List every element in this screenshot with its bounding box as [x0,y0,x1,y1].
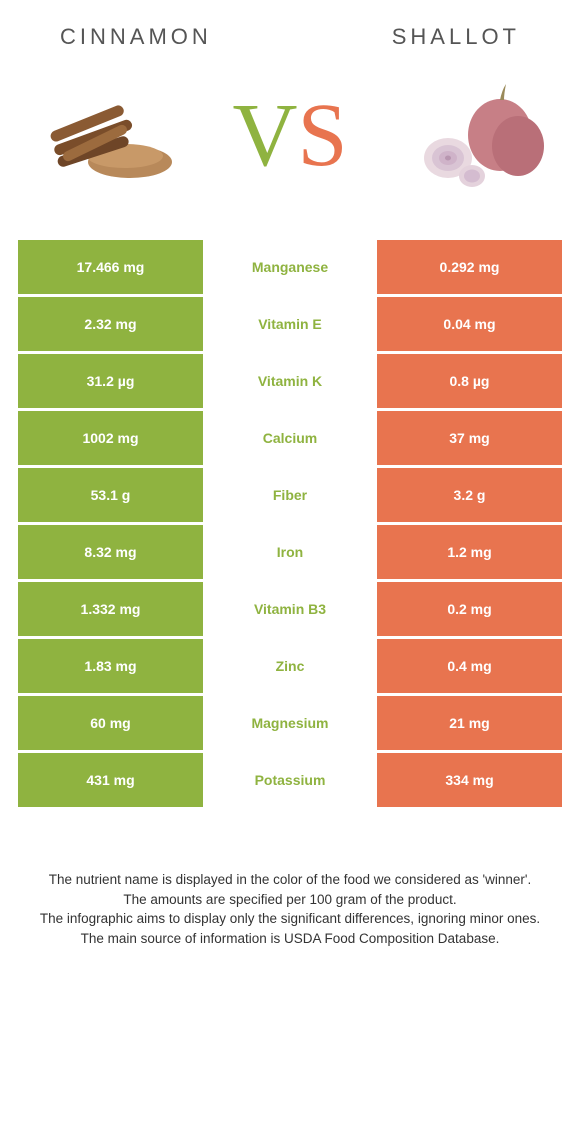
right-value: 0.8 µg [377,354,562,408]
left-value: 1.83 mg [18,639,203,693]
footer-notes: The nutrient name is displayed in the co… [0,810,580,948]
right-value: 0.2 mg [377,582,562,636]
comparison-table: 17.466 mgManganese0.292 mg2.32 mgVitamin… [0,240,580,807]
right-value: 0.292 mg [377,240,562,294]
table-row: 60 mgMagnesium21 mg [18,696,562,750]
nutrient-label: Manganese [203,240,377,294]
right-value: 3.2 g [377,468,562,522]
left-value: 2.32 mg [18,297,203,351]
left-value: 60 mg [18,696,203,750]
table-row: 431 mgPotassium334 mg [18,753,562,807]
nutrient-label: Iron [203,525,377,579]
left-food-title: Cinnamon [60,24,212,50]
table-row: 2.32 mgVitamin E0.04 mg [18,297,562,351]
right-value: 334 mg [377,753,562,807]
nutrient-label: Vitamin B3 [203,582,377,636]
nutrient-label: Fiber [203,468,377,522]
left-value: 8.32 mg [18,525,203,579]
table-row: 1.332 mgVitamin B30.2 mg [18,582,562,636]
table-row: 53.1 gFiber3.2 g [18,468,562,522]
header-titles: Cinnamon Shallot [0,0,580,50]
left-value: 31.2 µg [18,354,203,408]
nutrient-label: Vitamin K [203,354,377,408]
footer-line-2: The amounts are specified per 100 gram o… [20,890,560,910]
right-value: 37 mg [377,411,562,465]
footer-line-1: The nutrient name is displayed in the co… [20,870,560,890]
footer-line-3: The infographic aims to display only the… [20,909,560,929]
right-value: 0.4 mg [377,639,562,693]
table-row: 8.32 mgIron1.2 mg [18,525,562,579]
nutrient-label: Zinc [203,639,377,693]
left-value: 17.466 mg [18,240,203,294]
table-row: 17.466 mgManganese0.292 mg [18,240,562,294]
nutrient-label: Potassium [203,753,377,807]
table-row: 31.2 µgVitamin K0.8 µg [18,354,562,408]
right-value: 1.2 mg [377,525,562,579]
hero-row: VS [0,50,580,240]
left-value: 53.1 g [18,468,203,522]
footer-line-4: The main source of information is USDA F… [20,929,560,949]
vs-label: VS [232,84,347,187]
right-value: 0.04 mg [377,297,562,351]
cinnamon-icon [30,80,180,190]
nutrient-label: Magnesium [203,696,377,750]
vs-s: S [297,84,347,187]
left-value: 1002 mg [18,411,203,465]
table-row: 1.83 mgZinc0.4 mg [18,639,562,693]
right-value: 21 mg [377,696,562,750]
nutrient-label: Vitamin E [203,297,377,351]
vs-v: V [232,84,297,187]
table-row: 1002 mgCalcium37 mg [18,411,562,465]
left-value: 431 mg [18,753,203,807]
right-food-title: Shallot [392,24,520,50]
left-value: 1.332 mg [18,582,203,636]
nutrient-label: Calcium [203,411,377,465]
shallot-icon [400,80,550,190]
